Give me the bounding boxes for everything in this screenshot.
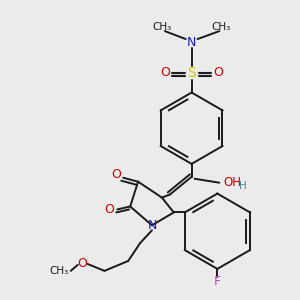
Text: CH₃: CH₃ [212,22,231,32]
Text: F: F [214,275,221,288]
Text: O: O [78,257,88,270]
Text: O: O [160,66,170,79]
Text: O: O [111,168,121,181]
Text: O: O [104,203,114,216]
Text: S: S [187,66,196,80]
Text: N: N [187,37,196,50]
Text: H: H [239,181,247,191]
Text: CH₃: CH₃ [152,22,172,32]
Text: N: N [147,219,157,232]
Text: CH₃: CH₃ [49,266,68,276]
Text: OH: OH [223,176,241,189]
Text: O: O [213,66,223,79]
